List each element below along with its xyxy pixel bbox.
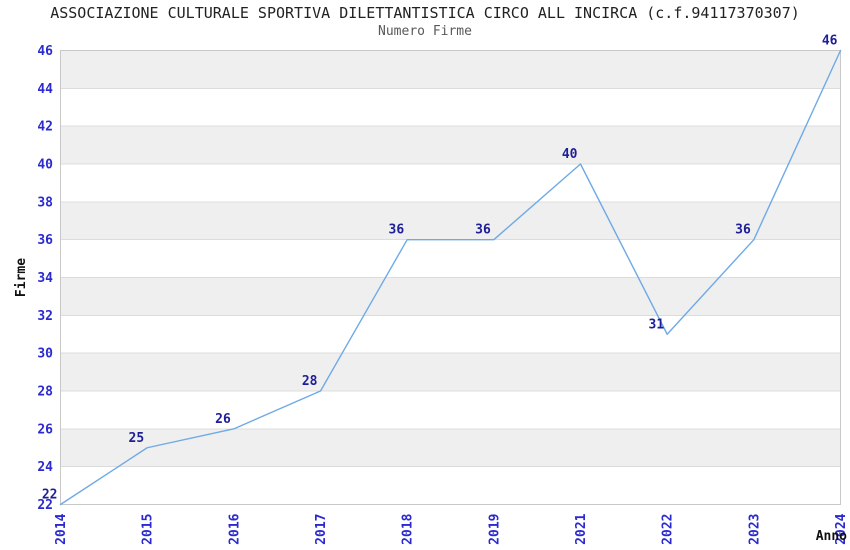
data-line xyxy=(59,49,842,506)
x-tick-label: 2022 xyxy=(661,514,676,545)
chart-subtitle: Numero Firme xyxy=(378,24,472,39)
y-tick-label: 38 xyxy=(37,195,53,210)
y-tick-label: 28 xyxy=(37,385,53,400)
chart-title: ASSOCIAZIONE CULTURALE SPORTIVA DILETTAN… xyxy=(50,4,800,22)
x-tick-label: 2023 xyxy=(747,514,762,545)
y-tick-label: 26 xyxy=(37,422,53,437)
plot-band xyxy=(60,277,841,316)
x-tick-label: 2019 xyxy=(487,514,502,545)
x-tick-label: 2018 xyxy=(401,513,416,544)
y-tick-label: 46 xyxy=(37,44,53,59)
x-tick-label: 2016 xyxy=(227,513,242,544)
x-tick-label: 2021 xyxy=(574,513,589,544)
plot-band xyxy=(60,201,841,240)
x-tick-label: 2024 xyxy=(834,513,849,544)
data-point-label: 46 xyxy=(822,34,838,49)
y-tick-label: 22 xyxy=(37,498,53,513)
y-tick-label: 34 xyxy=(37,271,53,286)
data-point-label: 36 xyxy=(735,223,751,238)
data-point-label: 25 xyxy=(129,431,145,446)
x-tick-label: 2015 xyxy=(141,514,156,545)
data-point-label: 40 xyxy=(562,147,578,162)
y-tick-label: 32 xyxy=(37,309,53,324)
y-tick-label: 40 xyxy=(37,158,53,173)
data-point-label: 36 xyxy=(389,223,405,238)
data-point-label: 36 xyxy=(475,223,491,238)
data-point-label: 28 xyxy=(302,374,318,389)
data-point-label: 22 xyxy=(42,488,58,503)
plot-band xyxy=(60,353,841,391)
x-tick-label: 2014 xyxy=(54,513,69,544)
plot-border xyxy=(60,50,841,505)
y-tick-label: 42 xyxy=(37,120,53,135)
x-tick-label: 2017 xyxy=(314,514,329,545)
x-axis-label: Anno xyxy=(816,529,847,544)
y-tick-label: 30 xyxy=(37,347,53,362)
plot-band xyxy=(60,50,841,89)
data-point-label: 26 xyxy=(215,412,231,427)
plot-band xyxy=(60,428,841,467)
data-point-label: 31 xyxy=(649,317,665,332)
y-tick-label: 44 xyxy=(37,82,53,97)
plot-band xyxy=(60,126,841,164)
y-axis-label: Firme xyxy=(14,258,29,297)
y-tick-label: 24 xyxy=(37,460,53,475)
y-tick-label: 36 xyxy=(37,233,53,248)
